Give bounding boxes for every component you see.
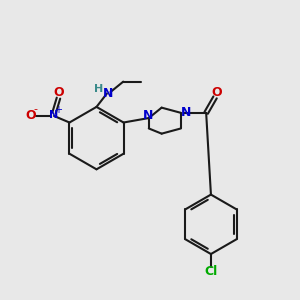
Text: H: H: [94, 84, 104, 94]
Text: N: N: [50, 110, 58, 120]
Text: O: O: [211, 85, 222, 98]
Text: N: N: [181, 106, 191, 119]
Text: O: O: [54, 86, 64, 99]
Text: Cl: Cl: [204, 266, 218, 278]
Text: N: N: [143, 109, 153, 122]
Text: N: N: [103, 87, 113, 100]
Text: +: +: [54, 105, 62, 115]
Text: O: O: [26, 110, 36, 122]
Text: -: -: [33, 104, 37, 114]
